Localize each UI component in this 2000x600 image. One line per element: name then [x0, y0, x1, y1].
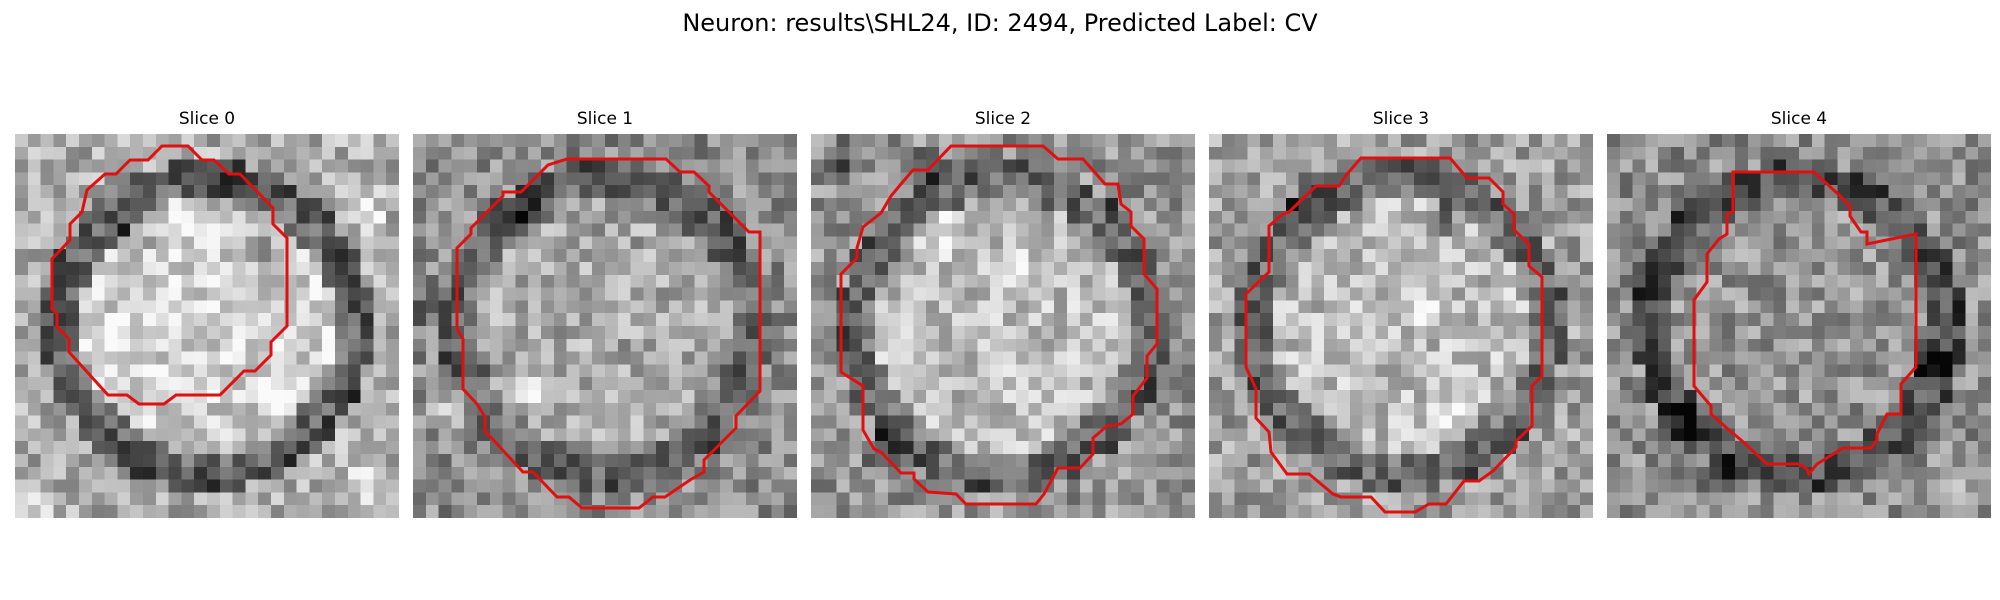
slice-title-2: Slice 2 — [974, 109, 1032, 129]
slice-panel-0: Slice 0 — [15, 108, 399, 518]
slice-pixels-0 — [15, 134, 399, 518]
slice-title-3: Slice 3 — [1372, 109, 1430, 129]
roi-contour-0 — [50, 144, 289, 406]
figure-title: Neuron: results\SHL24, ID: 2494, Predict… — [682, 9, 1318, 37]
slice-title-4: Slice 4 — [1770, 109, 1828, 129]
slice-image-0 — [15, 134, 399, 518]
contour-overlay-2 — [839, 144, 1159, 506]
roi-contour-2 — [839, 144, 1159, 506]
contour-overlay-3 — [1244, 156, 1544, 514]
roi-contour-3 — [1244, 156, 1544, 514]
roi-contour-4 — [1692, 170, 1918, 477]
contour-overlay-1 — [455, 157, 762, 510]
slice-pixels-4 — [1607, 134, 1991, 518]
slice-title-1: Slice 1 — [576, 109, 634, 129]
contour-overlay-0 — [50, 144, 289, 406]
slice-panel-3: Slice 3 — [1209, 108, 1593, 518]
slice-title-0: Slice 0 — [178, 109, 236, 129]
slice-pixels-2 — [811, 134, 1195, 518]
slice-image-2 — [811, 134, 1195, 518]
slice-panel-4: Slice 4 — [1607, 108, 1991, 518]
roi-contour-1 — [455, 157, 762, 510]
slice-panel-1: Slice 1 — [413, 108, 797, 518]
slice-image-3 — [1209, 134, 1593, 518]
slice-panel-2: Slice 2 — [811, 108, 1195, 518]
slice-image-4 — [1607, 134, 1991, 518]
slice-image-1 — [413, 134, 797, 518]
contour-overlay-4 — [1692, 170, 1918, 477]
slice-pixels-1 — [413, 134, 797, 518]
